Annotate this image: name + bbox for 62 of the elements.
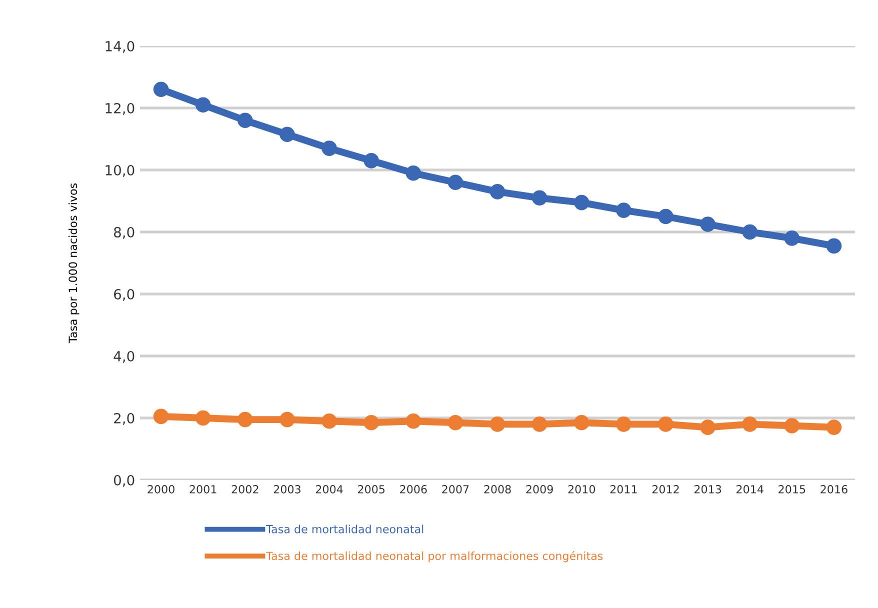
point	[574, 415, 590, 430]
point	[532, 190, 548, 206]
point	[532, 416, 548, 432]
y-axis-title: Tasa por 1.000 nacidos vivos	[68, 183, 80, 344]
point	[364, 415, 379, 430]
point	[742, 416, 758, 432]
x-tick-label: 2011	[610, 485, 637, 494]
y-tick-label: 12,0	[106, 102, 134, 115]
x-tick-label: 2013	[694, 485, 722, 494]
x-tick-label: 2005	[358, 485, 384, 494]
x-tick-label: 2008	[484, 485, 511, 494]
x-tick-label: 2009	[526, 485, 553, 494]
point	[153, 82, 169, 98]
point	[238, 412, 253, 428]
point	[364, 153, 379, 168]
text: Tasa de mortalidad neonatal	[266, 524, 424, 534]
x-tick-label: 2004	[316, 485, 343, 494]
point	[448, 415, 464, 430]
text: Tasa de mortalidad neonatal por malformaciones congénitas	[266, 551, 603, 562]
x-tick-label: 2001	[190, 485, 216, 494]
point	[826, 420, 842, 435]
point	[574, 194, 590, 210]
point	[658, 208, 674, 224]
point	[616, 202, 632, 218]
point	[448, 174, 464, 190]
x-tick-label: 2000	[148, 485, 174, 494]
point	[406, 413, 422, 429]
y-tick-label: 8,0	[114, 226, 134, 239]
point	[784, 230, 800, 246]
point	[742, 224, 758, 240]
x-tick-label: 2015	[778, 485, 806, 494]
point	[490, 416, 506, 432]
point	[784, 418, 800, 434]
point	[238, 112, 253, 128]
point	[616, 416, 632, 432]
point	[700, 216, 716, 232]
x-tick-label: 2003	[274, 485, 300, 494]
x-tick-label: 2012	[652, 485, 679, 494]
x-tick-label: 2002	[232, 485, 258, 494]
point	[280, 412, 295, 428]
x-tick-label: 2006	[400, 485, 427, 494]
y-tick-label: 2,0	[114, 412, 134, 425]
point	[406, 165, 422, 181]
y-tick-label: 0,0	[114, 474, 134, 487]
y-tick-label: 6,0	[114, 288, 134, 301]
x-tick-label: 2007	[442, 485, 469, 494]
point	[700, 420, 716, 435]
y-tick-label: 4,0	[114, 350, 134, 363]
y-tick-label: 10,0	[106, 164, 134, 177]
x-tick-label: 2010	[568, 485, 596, 494]
point	[195, 97, 211, 113]
x-tick-label: 2016	[820, 485, 848, 494]
point	[195, 410, 211, 426]
x-tick-label: 2014	[736, 485, 764, 494]
point	[658, 416, 674, 432]
y-tick-label: 14,0	[106, 40, 134, 53]
point	[322, 413, 337, 429]
point	[826, 238, 842, 254]
point	[280, 126, 295, 142]
point	[153, 408, 169, 424]
point	[322, 140, 337, 156]
point	[490, 184, 506, 200]
